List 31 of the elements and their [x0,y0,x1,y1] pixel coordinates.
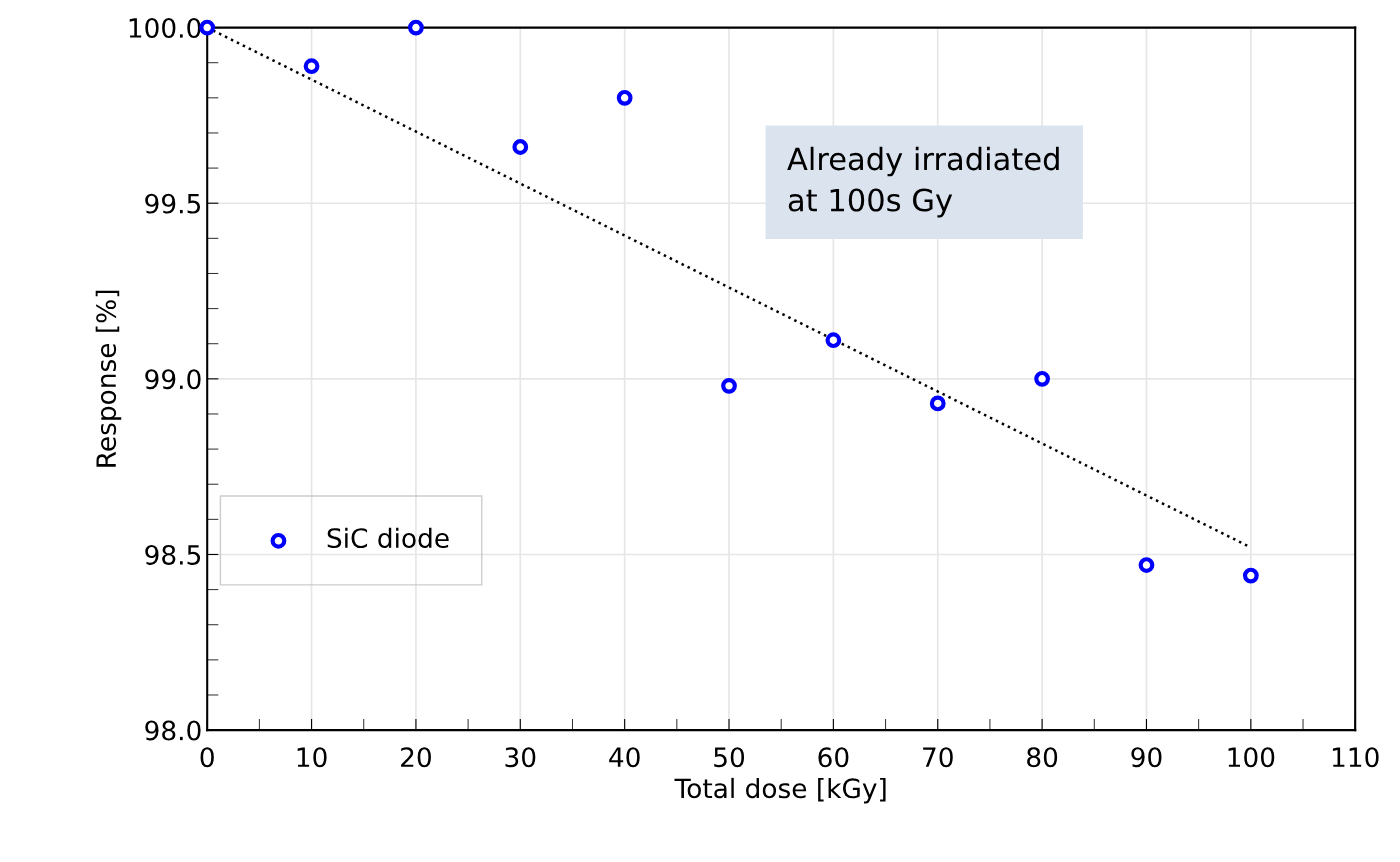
point [1138,557,1155,573]
y-tick-label: 100.0 [129,18,201,38]
x-tick-label: 50 [714,747,745,768]
y-tick-label: 99.5 [145,193,201,214]
y-tick-label: 98.0 [145,720,201,741]
x-tick-label: 60 [818,747,849,768]
x-tick-label: 110 [1332,747,1379,768]
point [1034,370,1051,387]
point [1242,567,1259,584]
y-axis-title: Response [%] [95,290,122,467]
x-tick-label: 20 [401,747,431,768]
legend-label: SiC diode [327,527,449,549]
point [616,89,633,106]
x-tick-label: 70 [923,747,953,768]
x-tick-label: 30 [505,747,536,768]
y-tick-label: 99.0 [145,369,201,390]
x-tick-label: 90 [1131,747,1162,768]
x-tick-label: 40 [609,747,640,768]
point [721,377,737,394]
x-tick-label: 100 [1228,747,1275,768]
point [512,139,529,155]
y-tick-label: 98.5 [145,544,201,565]
x-axis-title: Total dose [kGy] [674,777,886,804]
x-tick-label: 10 [297,747,327,768]
annotation: Already irradiated at 100s Gy [787,146,1059,218]
x-tick-label: 0 [200,747,214,768]
point [408,19,424,36]
point [929,395,946,412]
point [825,332,842,349]
x-tick-label: 80 [1027,747,1058,768]
point [303,58,320,75]
